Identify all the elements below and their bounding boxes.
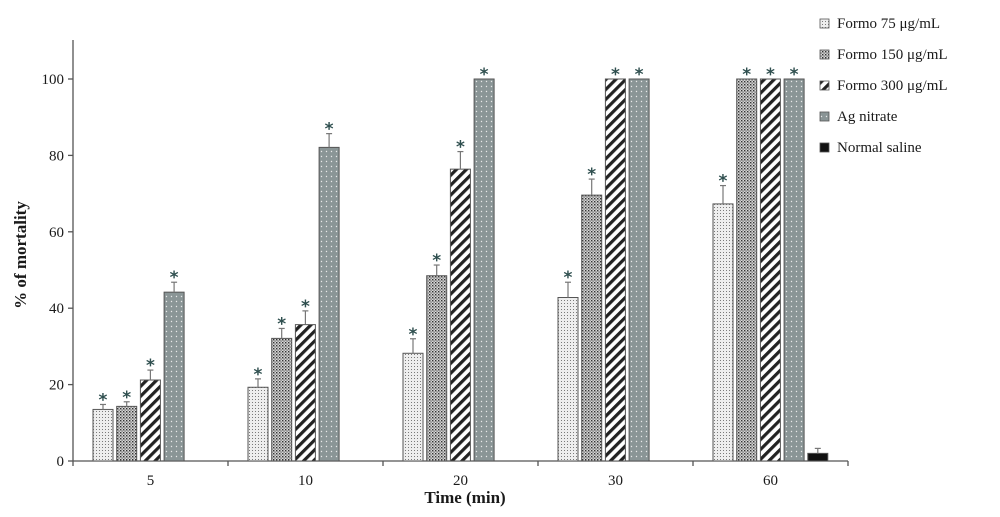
bar — [247, 386, 269, 462]
significance-marker: * — [325, 120, 334, 140]
significance-marker: * — [564, 268, 573, 288]
legend-swatch — [819, 80, 830, 91]
bar — [783, 78, 805, 462]
significance-marker: * — [301, 297, 310, 317]
bar — [139, 379, 161, 462]
bar — [449, 168, 471, 462]
x-tick-label: 5 — [147, 473, 155, 489]
legend: Formo 75 μg/mL Formo 150 μg/mL Formo 300 μ… — [819, 16, 948, 156]
bar — [628, 78, 650, 462]
significance-marker: * — [170, 268, 179, 288]
bar — [271, 337, 293, 462]
bar — [318, 146, 340, 462]
y-axis-label: % of mortality — [11, 201, 30, 309]
y-tick-label: 40 — [49, 301, 64, 317]
bar — [163, 291, 185, 462]
bar — [807, 452, 829, 462]
legend-label: Normal saline — [837, 140, 922, 156]
significance-marker: * — [122, 388, 131, 408]
bar — [426, 275, 448, 462]
significance-marker: * — [254, 365, 263, 385]
bar — [736, 78, 758, 462]
significance-marker: * — [790, 65, 799, 85]
y-tick-label: 0 — [57, 454, 65, 470]
bar — [604, 78, 626, 462]
y-tick-label: 100 — [42, 72, 65, 88]
bar — [294, 324, 316, 462]
bar — [473, 78, 495, 462]
bars: * * * * * * * * * * * * * * * * * * * * — [92, 65, 829, 462]
significance-marker: * — [587, 165, 596, 185]
y-tick-label: 60 — [49, 225, 64, 241]
significance-marker: * — [456, 138, 465, 158]
legend-swatch — [819, 49, 830, 60]
legend-label: Formo 300 μg/mL — [837, 78, 948, 94]
x-tick-label: 30 — [608, 473, 623, 489]
significance-marker: * — [432, 251, 441, 271]
bar — [402, 352, 424, 462]
significance-marker: * — [635, 65, 644, 85]
legend-swatch — [819, 18, 830, 29]
legend-label: Ag nitrate — [837, 109, 898, 125]
significance-marker: * — [742, 65, 751, 85]
significance-marker: * — [409, 325, 418, 345]
bar — [92, 408, 114, 462]
significance-marker: * — [99, 390, 108, 410]
y-tick-label: 80 — [49, 148, 64, 164]
bar — [759, 78, 781, 462]
legend-swatch — [819, 111, 830, 122]
x-tick-label: 20 — [453, 473, 468, 489]
y-tick-label: 20 — [49, 378, 64, 394]
x-axis: 5 10 20 30 60 — [72, 460, 849, 489]
x-axis-label: Time (min) — [424, 488, 505, 507]
significance-marker: * — [277, 314, 286, 334]
significance-marker: * — [146, 356, 155, 376]
significance-marker: * — [766, 65, 775, 85]
x-tick-label: 10 — [298, 473, 313, 489]
legend-swatch — [819, 142, 830, 153]
bar — [116, 405, 138, 462]
significance-marker: * — [480, 65, 489, 85]
legend-label: Formo 150 μg/mL — [837, 47, 948, 63]
bar — [712, 203, 734, 462]
legend-label: Formo 75 μg/mL — [837, 16, 940, 32]
x-tick-label: 60 — [763, 473, 778, 489]
y-axis: 0 20 40 60 80 100 — [42, 40, 74, 470]
significance-marker: * — [611, 65, 620, 85]
significance-marker: * — [719, 172, 728, 192]
bar — [581, 194, 603, 462]
bar — [557, 297, 579, 462]
